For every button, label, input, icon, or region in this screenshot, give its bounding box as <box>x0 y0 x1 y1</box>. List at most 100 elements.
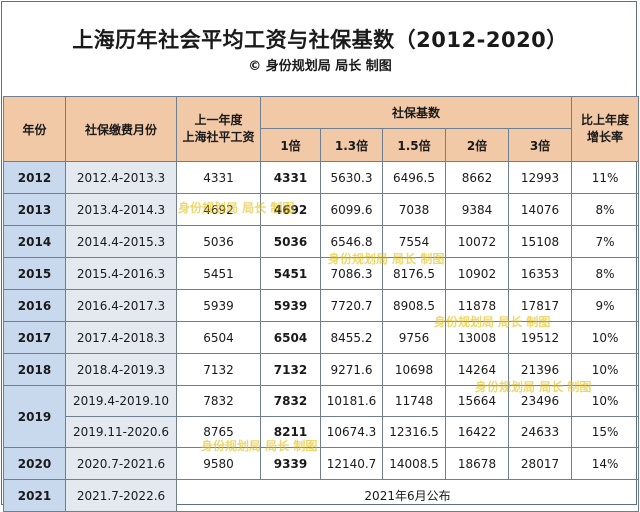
growth-cell: 10% <box>571 321 640 354</box>
social-security-table: 年份 社保缴费月份 上一年度 上海社平工资 社保基数 比上年度 增长率 1倍 1… <box>3 96 640 512</box>
base-1x-cell: 8211 <box>260 416 321 448</box>
table-row: 2016 2016.4-2017.3 5939 5939 7720.7 8908… <box>3 289 640 322</box>
base-1x-cell: 5939 <box>260 289 321 322</box>
base-2x-cell: 14264 <box>445 353 509 386</box>
base-1x-cell: 9339 <box>260 447 321 480</box>
base-1-5x-cell: 7038 <box>382 193 446 226</box>
growth-cell: 14% <box>571 447 640 480</box>
growth-cell: 9% <box>571 289 640 322</box>
avg-wage-cell: 5939 <box>176 289 261 322</box>
base-1x-cell: 6504 <box>260 321 321 354</box>
base-2x-cell: 8662 <box>445 161 509 194</box>
header-multiple-2x: 2倍 <box>445 128 509 162</box>
base-2x-cell: 11878 <box>445 289 509 322</box>
base-1-3x-cell: 6546.8 <box>320 225 383 258</box>
table-row: 2013 2013.4-2014.3 4692 4692 6099.6 7038… <box>3 193 640 226</box>
base-1-5x-cell: 11748 <box>382 385 446 417</box>
page-title: 上海历年社会平均工资与社保基数（2012-2020） <box>72 28 568 52</box>
avg-wage-cell: 4692 <box>176 193 261 226</box>
base-1-5x-cell: 8908.5 <box>382 289 446 322</box>
period-cell: 2016.4-2017.3 <box>65 289 177 322</box>
table-row: 2017 2017.4-2018.3 6504 6504 8455.2 9756… <box>3 321 640 354</box>
avg-wage-cell: 7832 <box>176 385 261 417</box>
period-cell: 2012.4-2013.3 <box>65 161 177 194</box>
avg-wage-cell: 8765 <box>176 416 261 448</box>
period-cell: 2014.4-2015.3 <box>65 225 177 258</box>
header-multiple-1x: 1倍 <box>260 128 321 162</box>
header-row-1: 年份 社保缴费月份 上一年度 上海社平工资 社保基数 比上年度 增长率 <box>3 96 640 162</box>
base-2x-cell: 10072 <box>445 225 509 258</box>
year-cell: 2013 <box>3 193 66 226</box>
header-growth-line1: 比上年度 <box>581 113 630 127</box>
table-row: 2019.11-2020.6 8765 8211 10674.3 12316.5… <box>4 416 640 448</box>
base-1x-cell: 5036 <box>260 225 321 258</box>
avg-wage-cell: 4331 <box>176 161 261 194</box>
year-cell: 2017 <box>3 321 66 354</box>
base-1-5x-cell: 14008.5 <box>382 447 446 480</box>
period-cell: 2019.4-2019.10 <box>65 385 177 417</box>
header-multiple-3x: 3倍 <box>507 128 573 162</box>
base-1x-cell: 4331 <box>260 161 321 194</box>
avg-wage-cell: 6504 <box>176 321 261 354</box>
base-1-3x-cell: 12140.7 <box>320 447 383 480</box>
avg-wage-cell: 5036 <box>176 225 261 258</box>
growth-cell: 8% <box>571 193 640 226</box>
table-row: 2019 2019.4-2019.10 7832 7832 10181.6 11… <box>3 385 640 448</box>
header-growth-line2: 增长率 <box>587 130 624 144</box>
base-1x-cell: 7832 <box>260 385 321 417</box>
base-3x-cell: 17817 <box>507 289 573 322</box>
base-1-5x-cell: 8176.5 <box>382 257 446 290</box>
base-2x-cell: 13008 <box>445 321 509 354</box>
base-1-5x-cell: 6496.5 <box>382 161 446 194</box>
table-row: 2015 2015.4-2016.3 5451 5451 7086.3 8176… <box>3 257 640 290</box>
base-1x-cell: 7132 <box>260 353 321 386</box>
year-cell: 2016 <box>3 289 66 322</box>
year-cell: 2019 <box>3 385 66 448</box>
base-1-5x-cell: 9756 <box>382 321 446 354</box>
base-1-3x-cell: 6099.6 <box>320 193 383 226</box>
base-3x-cell: 14076 <box>507 193 573 226</box>
header-year: 年份 <box>3 96 66 162</box>
base-2x-cell: 16422 <box>445 416 509 448</box>
base-3x-cell: 12993 <box>507 161 573 194</box>
base-2x-cell: 10902 <box>445 257 509 290</box>
base-3x-cell: 28017 <box>507 447 573 480</box>
period-cell: 2017.4-2018.3 <box>65 321 177 354</box>
header-multiple-1-5x: 1.5倍 <box>382 128 446 162</box>
base-3x-cell: 23496 <box>507 385 573 417</box>
base-1-3x-cell: 5630.3 <box>320 161 383 194</box>
base-3x-cell: 16353 <box>507 257 573 290</box>
base-1-5x-cell: 10698 <box>382 353 446 386</box>
period-cell: 2013.4-2014.3 <box>65 193 177 226</box>
growth-cell: 8% <box>571 257 640 290</box>
avg-wage-cell: 9580 <box>176 447 261 480</box>
avg-wage-cell: 5451 <box>176 257 261 290</box>
base-2x-cell: 15664 <box>445 385 509 417</box>
base-3x-cell: 15108 <box>507 225 573 258</box>
base-1-3x-cell: 7086.3 <box>320 257 383 290</box>
growth-cell: 15% <box>571 416 640 448</box>
header-prev-avg-line1: 上一年度 <box>194 113 243 127</box>
base-1-5x-cell: 7554 <box>382 225 446 258</box>
base-3x-cell: 19512 <box>507 321 573 354</box>
growth-cell: 7% <box>571 225 640 258</box>
year-cell: 2018 <box>3 353 66 386</box>
period-cell: 2020.7-2021.6 <box>65 447 177 480</box>
period-cell: 2015.4-2016.3 <box>65 257 177 290</box>
base-1-3x-cell: 10181.6 <box>320 385 383 417</box>
base-1x-cell: 4692 <box>260 193 321 226</box>
base-1-3x-cell: 9271.6 <box>320 353 383 386</box>
table-row: 2020 2020.7-2021.6 9580 9339 12140.7 140… <box>3 447 640 480</box>
header-prev-avg-wage: 上一年度 上海社平工资 <box>176 96 261 162</box>
base-3x-cell: 21396 <box>507 353 573 386</box>
header-period: 社保缴费月份 <box>65 96 177 162</box>
year-cell: 2015 <box>3 257 66 290</box>
page-subtitle: © 身份规划局 局长 制图 <box>248 59 392 74</box>
base-1-3x-cell: 10674.3 <box>320 416 383 448</box>
header-row-2: 1倍 1.3倍 1.5倍 2倍 3倍 <box>4 128 639 162</box>
base-1-3x-cell: 8455.2 <box>320 321 383 354</box>
growth-cell: 10% <box>571 353 640 386</box>
year-cell: 2014 <box>3 225 66 258</box>
year-cell: 2012 <box>3 161 66 194</box>
